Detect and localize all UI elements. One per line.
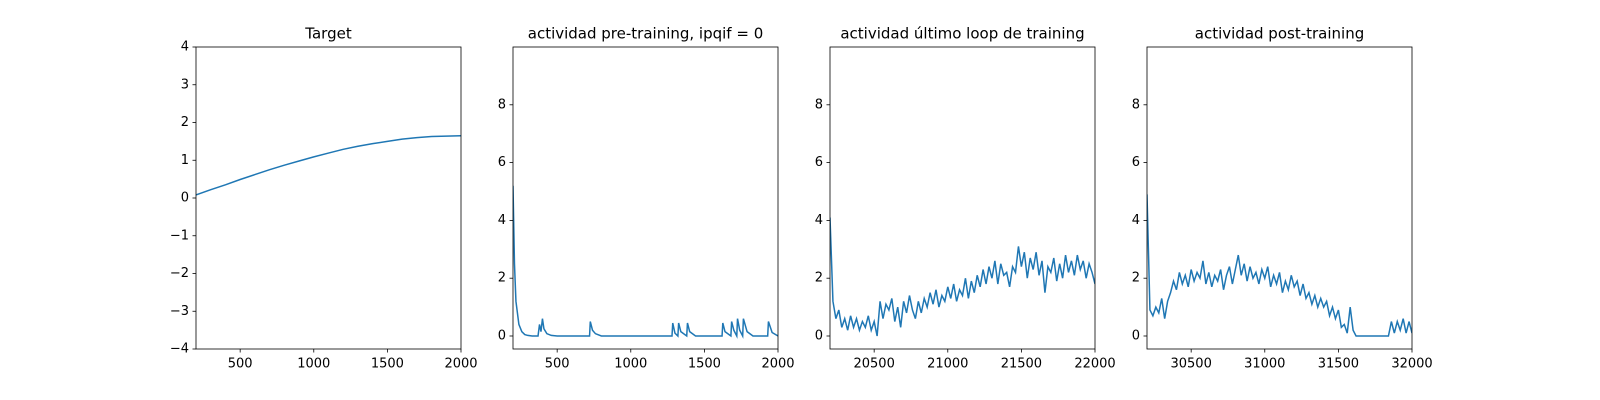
x-tick-label: 32000	[1391, 357, 1432, 372]
axes-frame	[829, 46, 1096, 350]
y-tick-label: −3	[170, 304, 189, 319]
chart-title: actividad pre-training, ipqif = 0	[528, 25, 764, 43]
x-tick-label: 1500	[371, 357, 404, 372]
y-tick-label: 8	[1132, 97, 1140, 112]
subplot: Target −4 −3 −2 −1 0 1 2 3 4 500 1000 1500 2000	[170, 25, 478, 372]
y-tick-label: −4	[170, 342, 189, 357]
x-tick-label: 500	[545, 357, 570, 372]
y-tick-label: 0	[181, 191, 189, 206]
x-tick-label: 30500	[1170, 357, 1211, 372]
x-tick-label: 31000	[1244, 357, 1285, 372]
y-tick-label: 4	[815, 213, 823, 228]
data-line	[830, 217, 1095, 337]
y-tick-label: 4	[498, 213, 506, 228]
y-tick-label: 8	[815, 97, 823, 112]
x-tick-label: 22000	[1074, 357, 1115, 372]
x-tick-label: 1000	[614, 357, 647, 372]
axes-frame	[1146, 46, 1413, 350]
chart-title: actividad post-training	[1195, 25, 1364, 43]
subplot: actividad post-training 0 2 4 6 8 30500 31000 31…	[1132, 25, 1433, 372]
y-tick-label: 3	[181, 77, 189, 92]
y-tick-label: 1	[181, 153, 189, 168]
subplot: actividad último loop de training 0 2 4 6 8 20…	[815, 25, 1116, 372]
data-line	[1147, 194, 1412, 337]
axes-frame	[195, 46, 462, 350]
y-tick-label: 0	[498, 328, 506, 343]
x-tick-label: 31500	[1318, 357, 1359, 372]
chart-title: actividad último loop de training	[840, 25, 1084, 43]
x-tick-label: 1000	[297, 357, 330, 372]
subplot: actividad pre-training, ipqif = 0 0 2 4 6 8 50…	[498, 25, 795, 372]
y-tick-label: 2	[181, 115, 189, 130]
y-tick-label: −2	[170, 266, 189, 281]
x-tick-label: 500	[228, 357, 253, 372]
y-tick-label: 0	[1132, 328, 1140, 343]
y-tick-label: 6	[498, 155, 506, 170]
x-tick-label: 21500	[1001, 357, 1042, 372]
x-tick-label: 21000	[927, 357, 968, 372]
axes-frame	[512, 46, 779, 350]
y-tick-label: 2	[498, 271, 506, 286]
y-tick-label: 6	[1132, 155, 1140, 170]
y-tick-label: 0	[815, 328, 823, 343]
x-tick-label: 2000	[761, 357, 794, 372]
y-tick-label: 4	[1132, 213, 1140, 228]
y-tick-label: 6	[815, 155, 823, 170]
data-line	[196, 134, 461, 196]
x-tick-label: 2000	[444, 357, 477, 372]
y-tick-label: 2	[1132, 271, 1140, 286]
data-line	[513, 185, 778, 339]
x-tick-label: 1500	[688, 357, 721, 372]
y-tick-label: 4	[181, 40, 189, 55]
y-tick-label: −1	[170, 228, 189, 243]
chart-title: Target	[304, 25, 352, 43]
y-tick-label: 8	[498, 97, 506, 112]
y-tick-label: 2	[815, 271, 823, 286]
x-tick-label: 20500	[853, 357, 894, 372]
